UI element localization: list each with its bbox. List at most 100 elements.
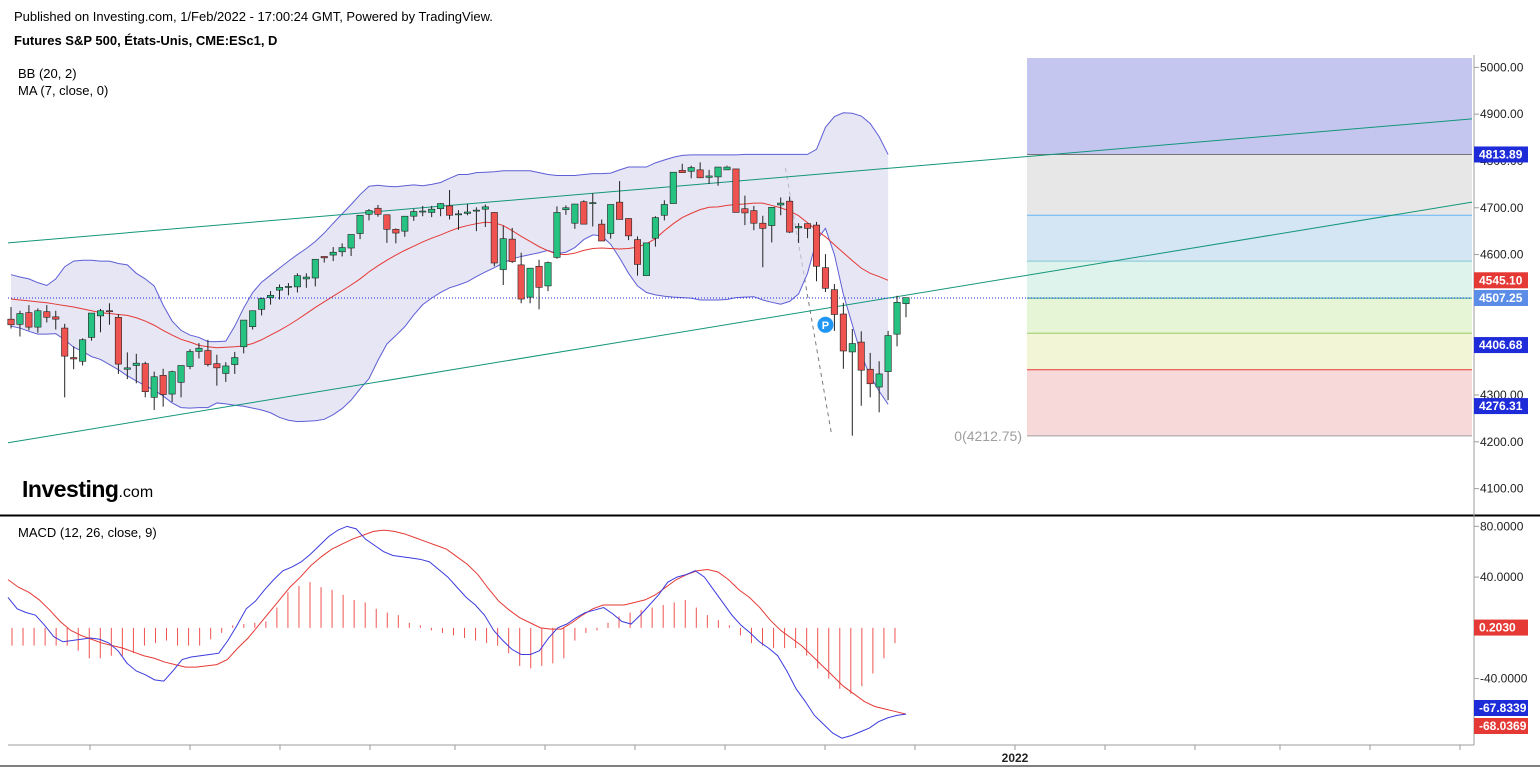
time-tick-label: 2022	[1002, 751, 1029, 765]
candle-body	[52, 316, 60, 320]
candle-body	[687, 167, 695, 172]
candle-body	[97, 310, 105, 317]
candle-body	[571, 203, 579, 224]
candle-body	[293, 275, 301, 288]
candle-body	[320, 256, 328, 259]
candle-body	[34, 310, 42, 328]
candle-body	[472, 209, 480, 212]
candle-body	[463, 211, 471, 214]
candle-body	[16, 313, 24, 325]
candle-body	[141, 363, 149, 393]
fib-zone	[1027, 154, 1472, 216]
candle-body	[616, 201, 624, 220]
candle-body	[642, 242, 650, 276]
candle-body	[902, 297, 910, 305]
candle-body	[633, 239, 641, 265]
ma-indicator-label[interactable]: MA (7, close, 0)	[18, 83, 109, 98]
candle-body	[231, 357, 239, 365]
candle-body	[284, 286, 292, 288]
fib-zone	[1027, 215, 1472, 262]
candle-body	[759, 222, 767, 229]
candle-body	[347, 234, 355, 249]
candle-body	[132, 362, 140, 366]
candle-body	[589, 202, 597, 204]
candle-body	[258, 298, 266, 310]
candle-body	[311, 258, 319, 279]
candle-body	[88, 312, 96, 338]
fib-zone	[1027, 261, 1472, 299]
candle-body	[168, 371, 176, 395]
instrument-title: Futures S&P 500, États-Unis, CME:ESc1, D	[14, 33, 278, 48]
macd-pane	[7, 525, 907, 739]
candle-body	[267, 294, 275, 298]
fib-zone-top	[1027, 58, 1472, 155]
candle-body	[428, 208, 436, 213]
candle-body	[866, 368, 874, 385]
candle-body	[204, 350, 212, 365]
bollinger-upper-line	[10, 112, 889, 343]
candle-body	[660, 204, 668, 216]
trend-lines[interactable]	[7, 118, 1473, 444]
fib-anchor-label: 0(4212.75)	[954, 428, 1022, 444]
candle-body	[696, 169, 704, 179]
macd-value-label: 0.2030	[1479, 621, 1516, 635]
candle-body	[437, 203, 445, 210]
candle-body	[177, 365, 185, 383]
price-tick-label: 5000.00	[1480, 60, 1524, 74]
fib-zone	[1027, 333, 1472, 370]
candle-body	[302, 276, 310, 280]
candle-body	[741, 208, 749, 214]
price-label: 4276.31	[1479, 399, 1523, 413]
candle-body	[651, 217, 659, 239]
candle-body	[222, 365, 230, 374]
candle-body	[839, 313, 847, 352]
candle-body	[812, 224, 820, 267]
candles: P	[7, 162, 910, 436]
macd-indicator-label[interactable]: MACD (12, 26, close, 9)	[18, 525, 157, 540]
candle-body	[240, 319, 248, 348]
candle-body	[580, 201, 588, 225]
macd-value-label: -67.8339	[1479, 701, 1527, 715]
macd-tick-label: 80.0000	[1480, 519, 1524, 533]
bb-indicator-label[interactable]: BB (20, 2)	[18, 66, 77, 81]
candle-body	[490, 212, 498, 264]
fib-trend-dashed	[784, 167, 832, 434]
macd-line	[7, 525, 907, 739]
candle-body	[884, 335, 892, 372]
price-label: 4813.89	[1479, 147, 1523, 161]
price-label-bg	[1474, 337, 1528, 354]
p-badge	[817, 316, 834, 333]
candle-body	[625, 218, 633, 237]
price-label-bg	[1474, 289, 1528, 306]
bollinger-fill	[11, 112, 889, 422]
candle-body	[544, 262, 552, 287]
price-label-bg	[1474, 272, 1528, 289]
fibonacci-retracement[interactable]: 0(4212.75)	[784, 58, 1472, 444]
price-label-bg	[1474, 398, 1528, 415]
candle-body	[705, 175, 713, 178]
candle-body	[329, 251, 337, 256]
candle-body	[481, 206, 489, 210]
investing-logo: Investing.com	[22, 476, 153, 503]
candle-body	[410, 211, 418, 217]
candle-body	[195, 347, 203, 352]
price-tick-label: 4600.00	[1480, 248, 1524, 262]
candle-body	[61, 327, 69, 357]
candle-body	[777, 202, 785, 206]
fib-zone	[1027, 369, 1472, 436]
candle-body	[7, 318, 15, 326]
candle-body	[419, 210, 427, 213]
candle-body	[365, 210, 373, 215]
candle-body	[213, 363, 221, 369]
candle-body	[446, 205, 454, 216]
candle-body	[275, 287, 283, 291]
logo-suffix: .com	[118, 484, 154, 501]
price-labels: 4813.89 4545.10 4507.25 4406.68 4276.31 0.203…	[1474, 146, 1528, 734]
price-label-bg	[1474, 146, 1528, 163]
candle-body	[70, 357, 78, 360]
price-label: 4406.68	[1479, 338, 1523, 352]
axes: 5000.004900.004800.004700.004600.004500.…	[0, 55, 1540, 767]
candle-body	[43, 311, 51, 318]
candle-body	[517, 264, 525, 300]
